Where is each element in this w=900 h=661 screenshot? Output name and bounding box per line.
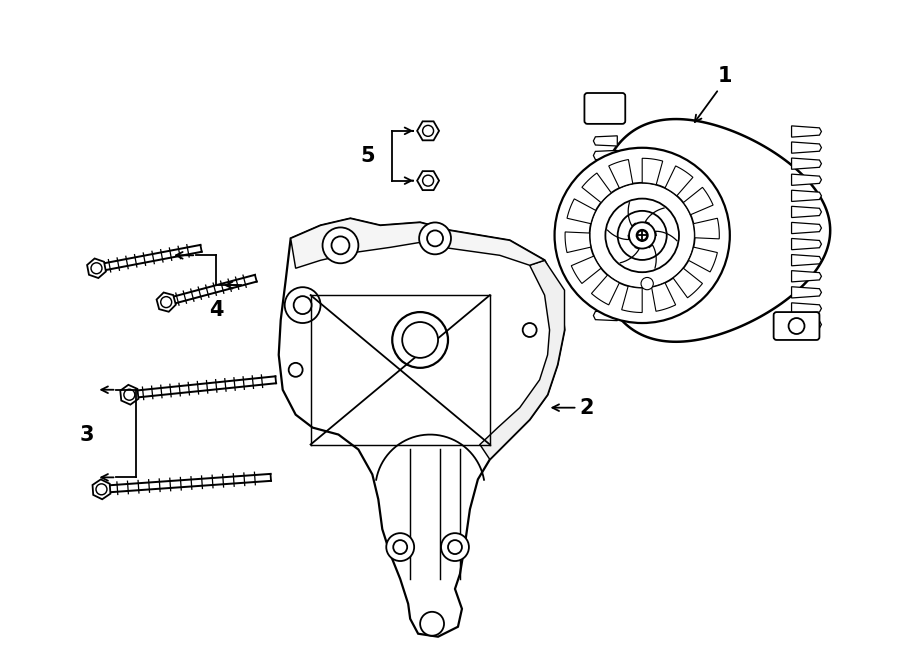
- Polygon shape: [87, 258, 106, 278]
- Circle shape: [788, 318, 805, 334]
- Polygon shape: [673, 268, 703, 298]
- Polygon shape: [572, 256, 601, 284]
- Polygon shape: [652, 283, 676, 311]
- Circle shape: [523, 323, 536, 337]
- Circle shape: [554, 148, 730, 323]
- Circle shape: [284, 287, 320, 323]
- Circle shape: [423, 126, 434, 136]
- Circle shape: [96, 484, 107, 495]
- Polygon shape: [608, 159, 633, 188]
- Text: 1: 1: [717, 66, 732, 86]
- Polygon shape: [593, 165, 617, 175]
- Polygon shape: [622, 286, 643, 313]
- Circle shape: [322, 227, 358, 263]
- Polygon shape: [591, 275, 619, 305]
- Text: 4: 4: [209, 300, 223, 320]
- Polygon shape: [693, 218, 719, 239]
- Circle shape: [331, 237, 349, 254]
- Text: 5: 5: [361, 145, 375, 166]
- Polygon shape: [792, 222, 822, 233]
- Circle shape: [641, 278, 653, 290]
- Circle shape: [392, 312, 448, 368]
- Polygon shape: [688, 247, 717, 272]
- Polygon shape: [593, 311, 617, 321]
- Polygon shape: [792, 126, 822, 137]
- Polygon shape: [480, 260, 564, 459]
- Circle shape: [590, 183, 695, 288]
- Polygon shape: [593, 194, 617, 204]
- Polygon shape: [683, 187, 713, 215]
- Polygon shape: [417, 122, 439, 140]
- Polygon shape: [792, 142, 822, 153]
- Polygon shape: [593, 150, 617, 161]
- Polygon shape: [567, 199, 596, 223]
- Polygon shape: [792, 287, 822, 298]
- Polygon shape: [792, 270, 822, 282]
- Circle shape: [629, 222, 655, 249]
- Polygon shape: [291, 219, 544, 268]
- Circle shape: [124, 389, 135, 400]
- Polygon shape: [279, 219, 564, 637]
- Polygon shape: [593, 136, 617, 146]
- Circle shape: [441, 533, 469, 561]
- Polygon shape: [792, 254, 822, 266]
- Polygon shape: [643, 158, 662, 184]
- Circle shape: [293, 296, 311, 314]
- Circle shape: [289, 363, 302, 377]
- Circle shape: [393, 540, 407, 554]
- Polygon shape: [792, 319, 822, 330]
- Polygon shape: [593, 209, 617, 219]
- Polygon shape: [593, 267, 617, 277]
- Polygon shape: [593, 296, 617, 306]
- Polygon shape: [792, 174, 822, 185]
- Polygon shape: [792, 239, 822, 250]
- Polygon shape: [593, 253, 617, 262]
- Circle shape: [402, 322, 438, 358]
- Text: 2: 2: [580, 398, 594, 418]
- Polygon shape: [121, 385, 139, 405]
- FancyBboxPatch shape: [774, 312, 819, 340]
- Polygon shape: [593, 180, 617, 190]
- Polygon shape: [565, 232, 591, 253]
- Polygon shape: [593, 238, 617, 248]
- Polygon shape: [665, 166, 693, 196]
- Polygon shape: [792, 190, 822, 202]
- Circle shape: [606, 198, 679, 272]
- Polygon shape: [417, 171, 439, 190]
- FancyBboxPatch shape: [584, 93, 626, 124]
- Polygon shape: [593, 282, 617, 292]
- Circle shape: [386, 533, 414, 561]
- Circle shape: [617, 211, 667, 260]
- Polygon shape: [792, 206, 822, 217]
- Circle shape: [91, 263, 102, 274]
- Polygon shape: [792, 158, 822, 169]
- Polygon shape: [594, 119, 830, 342]
- Polygon shape: [93, 479, 111, 499]
- Circle shape: [419, 223, 451, 254]
- Polygon shape: [593, 223, 617, 233]
- Circle shape: [161, 297, 172, 307]
- Circle shape: [637, 230, 647, 241]
- Polygon shape: [792, 303, 822, 314]
- Circle shape: [423, 175, 434, 186]
- Circle shape: [428, 231, 443, 247]
- Polygon shape: [582, 173, 611, 203]
- Circle shape: [420, 612, 444, 636]
- Text: 3: 3: [80, 424, 94, 445]
- Polygon shape: [157, 293, 176, 312]
- Circle shape: [448, 540, 462, 554]
